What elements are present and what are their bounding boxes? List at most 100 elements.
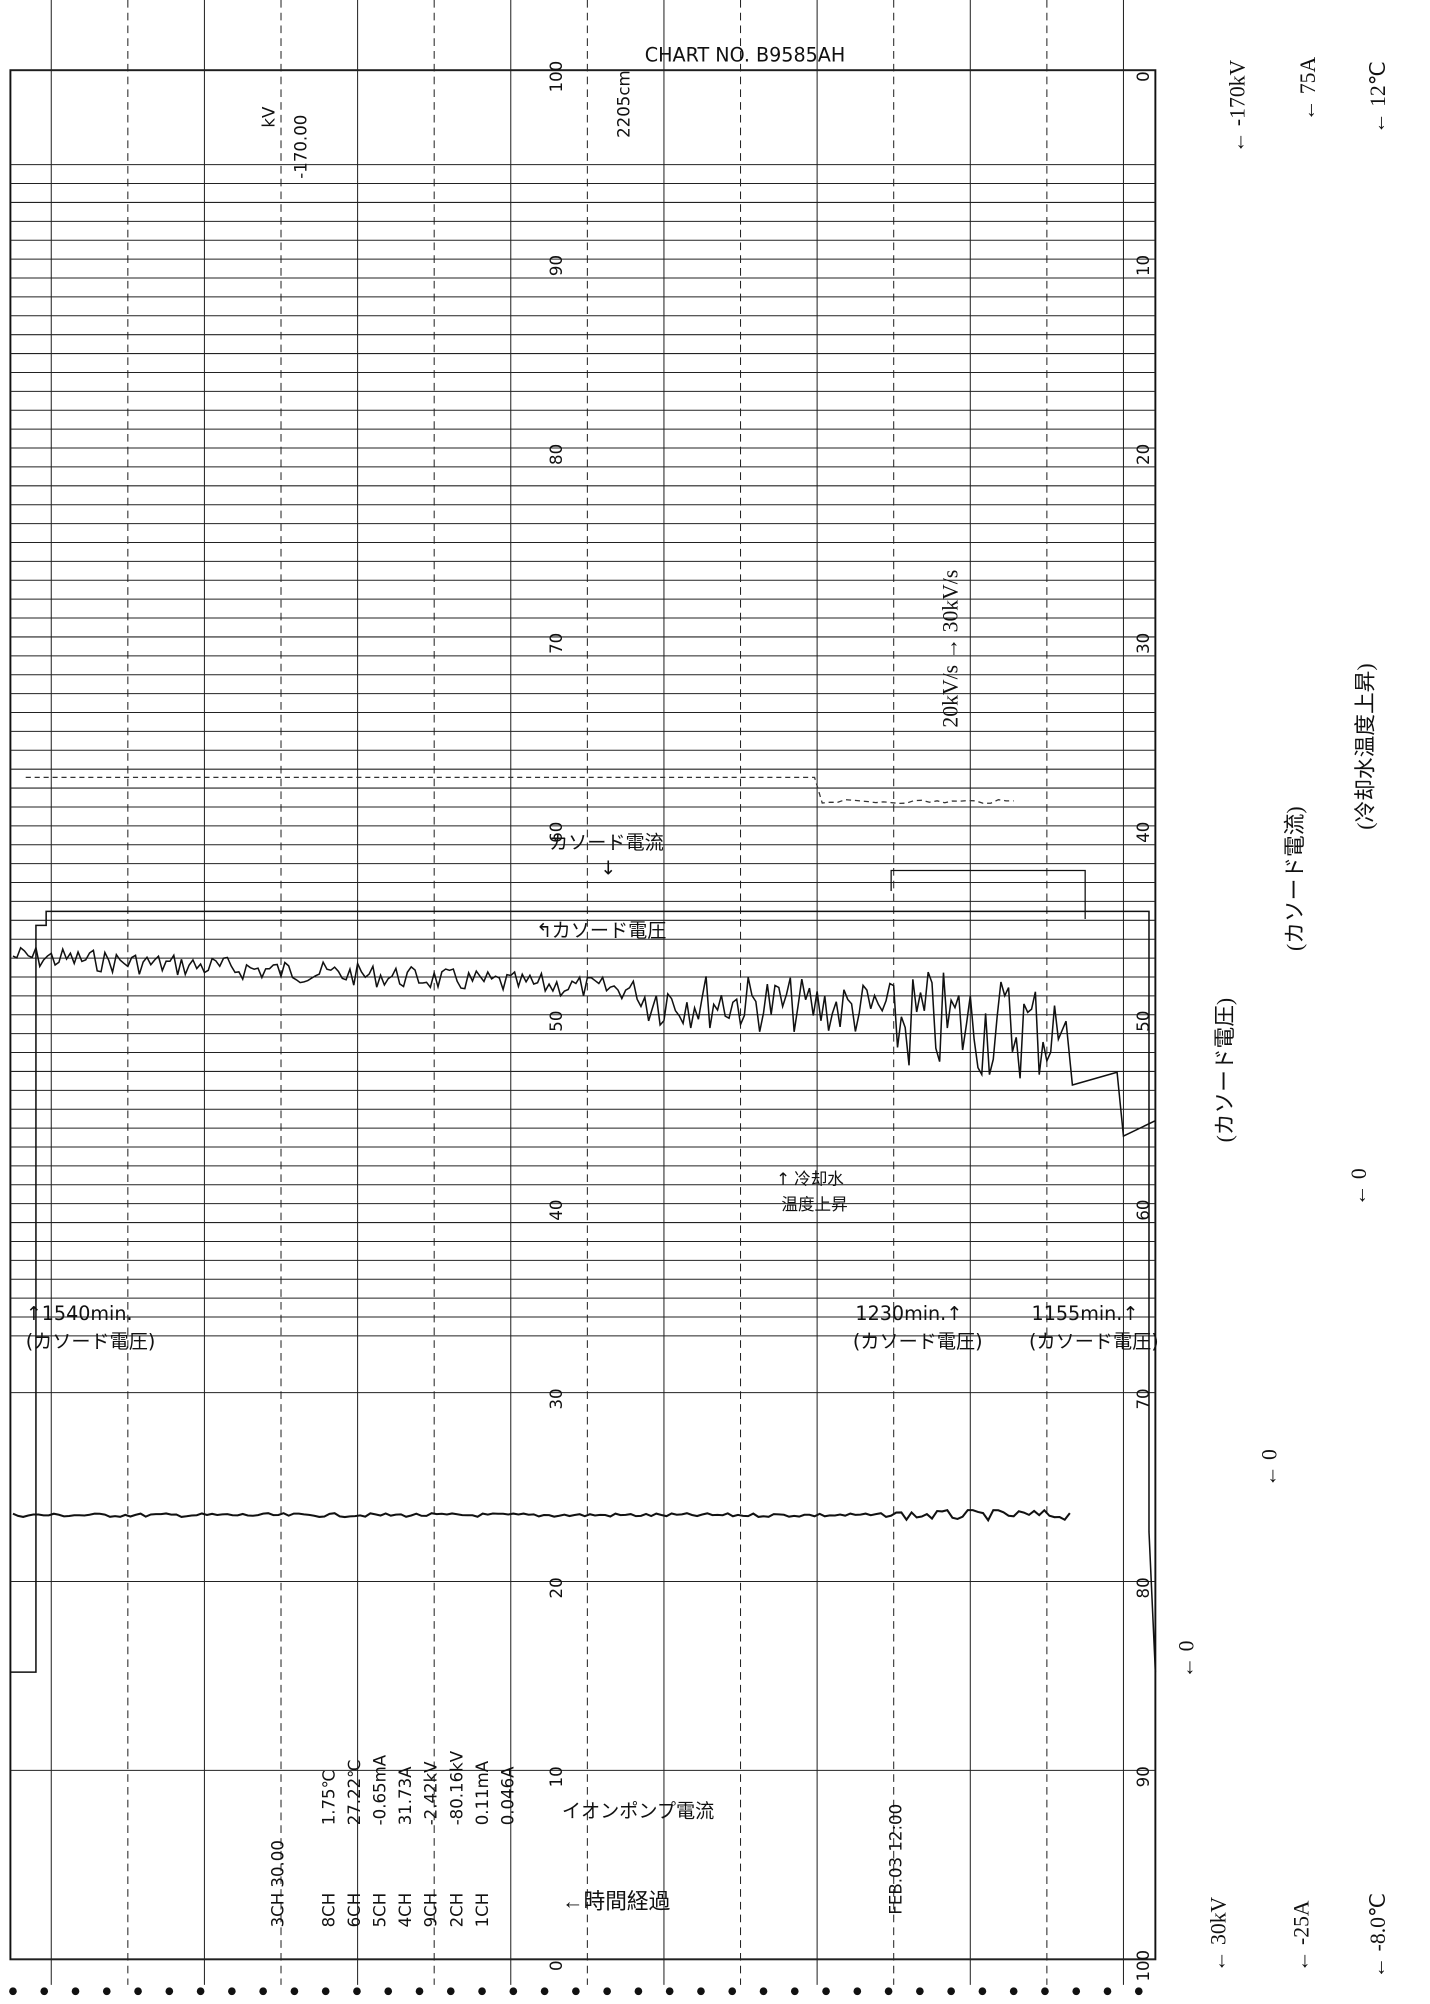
scale-label: 50 <box>547 1011 566 1032</box>
punch-hole <box>853 1987 861 1995</box>
punch-hole <box>197 1987 205 1995</box>
scale-label: 0 <box>547 1960 566 1971</box>
channel: 3CH 30.00 <box>269 1840 288 1927</box>
reading: -80.16kV <box>447 1750 466 1825</box>
right-label: ← 30kV <box>1207 1896 1231 1972</box>
punch-hole <box>353 1987 361 1995</box>
scale-label: 60 <box>1134 1200 1153 1221</box>
annotation: (カソード電圧) <box>26 1330 156 1353</box>
right-label: (カソード電圧) <box>1213 998 1237 1143</box>
punch-hole <box>165 1987 173 1995</box>
right-label: (冷却水温度上昇) <box>1353 663 1377 829</box>
scale-label: 60 <box>547 822 566 843</box>
reading: 27.22℃ <box>345 1759 364 1825</box>
readout-value: -170.00 <box>292 115 311 179</box>
annotation: ↰ <box>536 919 552 942</box>
punch-hole <box>666 1987 674 1995</box>
annotation: (カソード電圧) <box>1029 1330 1159 1353</box>
punch-hole <box>541 1987 549 1995</box>
annotation: ↑ <box>776 1170 790 1189</box>
scale-label: 100 <box>547 61 566 93</box>
annotation: 1155min.↑ <box>1032 1302 1139 1325</box>
punch-hole <box>603 1987 611 1995</box>
channel: 2CH <box>447 1893 466 1928</box>
punch-hole <box>1041 1987 1049 1995</box>
punch-hole <box>1135 1987 1143 1995</box>
annotation: 1230min.↑ <box>855 1302 962 1325</box>
channel: 8CH <box>320 1893 339 1928</box>
channel: 6CH <box>345 1893 364 1928</box>
reading: -2.42kV <box>422 1761 441 1825</box>
punch-hole <box>40 1987 48 1995</box>
punch-hole <box>916 1987 924 1995</box>
punch-hole <box>1072 1987 1080 1995</box>
punch-hole <box>572 1987 580 1995</box>
annotation: カソード電流 <box>549 831 664 854</box>
reading: 1.75℃ <box>320 1770 339 1826</box>
punch-hole <box>72 1987 80 1995</box>
right-label: ← 0 <box>1347 1168 1371 1206</box>
punch-hole <box>322 1987 330 1995</box>
scale-label: 50 <box>1134 1011 1153 1032</box>
scale-label: 40 <box>547 1200 566 1221</box>
scale-label: 10 <box>1134 255 1153 276</box>
scale-label: 90 <box>1134 1766 1153 1787</box>
punch-hole <box>979 1987 987 1995</box>
annotation: ↓ <box>600 856 616 879</box>
scale-label: 80 <box>547 444 566 465</box>
punch-hole <box>134 1987 142 1995</box>
punch-hole <box>635 1987 643 1995</box>
punch-hole <box>760 1987 768 1995</box>
length-mark: 2205cm <box>614 70 633 137</box>
annotation: 温度上昇 <box>781 1195 847 1214</box>
chart-paper: 2205cm CHART NO. B9585AH kV -170.00 カソード… <box>0 0 1430 2004</box>
scale-label: 70 <box>547 633 566 654</box>
annotation: ↑1540min. <box>26 1302 133 1325</box>
punch-hole <box>697 1987 705 1995</box>
right-label: ← 0 <box>1258 1449 1282 1487</box>
chart-number: CHART NO. B9585AH <box>645 43 845 66</box>
punch-hole <box>1010 1987 1018 1995</box>
channel: 4CH <box>396 1893 415 1928</box>
scale-label: 80 <box>1134 1577 1153 1598</box>
punch-hole <box>447 1987 455 1995</box>
channel: 5CH <box>371 1893 390 1928</box>
right-label: ← 12℃ <box>1366 61 1390 134</box>
scale-label: 30 <box>1134 633 1153 654</box>
right-label: ← -8.0℃ <box>1366 1893 1390 1979</box>
right-label: ← -25A <box>1290 1900 1314 1972</box>
punch-hole <box>885 1987 893 1995</box>
scale-label: 0 <box>1134 71 1153 82</box>
right-label: ← -170kV <box>1226 59 1250 153</box>
channel: 9CH <box>422 1893 441 1928</box>
punch-hole <box>416 1987 424 1995</box>
date-stamp: FEB.03 12:00 <box>886 1804 905 1915</box>
reading: 0.11mA <box>473 1760 492 1825</box>
annotation: ←時間経過 <box>562 1889 671 1913</box>
punch-hole <box>728 1987 736 1995</box>
channel: 1CH <box>473 1893 492 1928</box>
punch-hole <box>103 1987 111 1995</box>
reading: 31.73A <box>396 1766 415 1825</box>
scale-label: 100 <box>1134 1950 1153 1982</box>
scale-label: 70 <box>1134 1388 1153 1409</box>
punch-hole <box>478 1987 486 1995</box>
annotation: (カソード電圧) <box>853 1330 983 1353</box>
punch-hole <box>291 1987 299 1995</box>
punch-hole <box>1104 1987 1112 1995</box>
annotation: イオンポンプ電流 <box>562 1800 714 1823</box>
punch-hole <box>822 1987 830 1995</box>
right-label: ← 0 <box>1175 1640 1199 1678</box>
scale-label: 40 <box>1134 822 1153 843</box>
scale-label: 10 <box>547 1766 566 1787</box>
readout-unit: kV <box>260 106 279 128</box>
annotation: 冷却水 <box>794 1170 844 1189</box>
annotation: 20kV/s → 30kV/s <box>939 570 963 728</box>
punch-hole <box>9 1987 17 1995</box>
punch-hole <box>259 1987 267 1995</box>
scale-label: 20 <box>547 1577 566 1598</box>
scale-label: 90 <box>547 255 566 276</box>
punch-hole <box>791 1987 799 1995</box>
right-label: ← 75A <box>1296 56 1320 121</box>
annotation: カソード電圧 <box>552 919 667 942</box>
